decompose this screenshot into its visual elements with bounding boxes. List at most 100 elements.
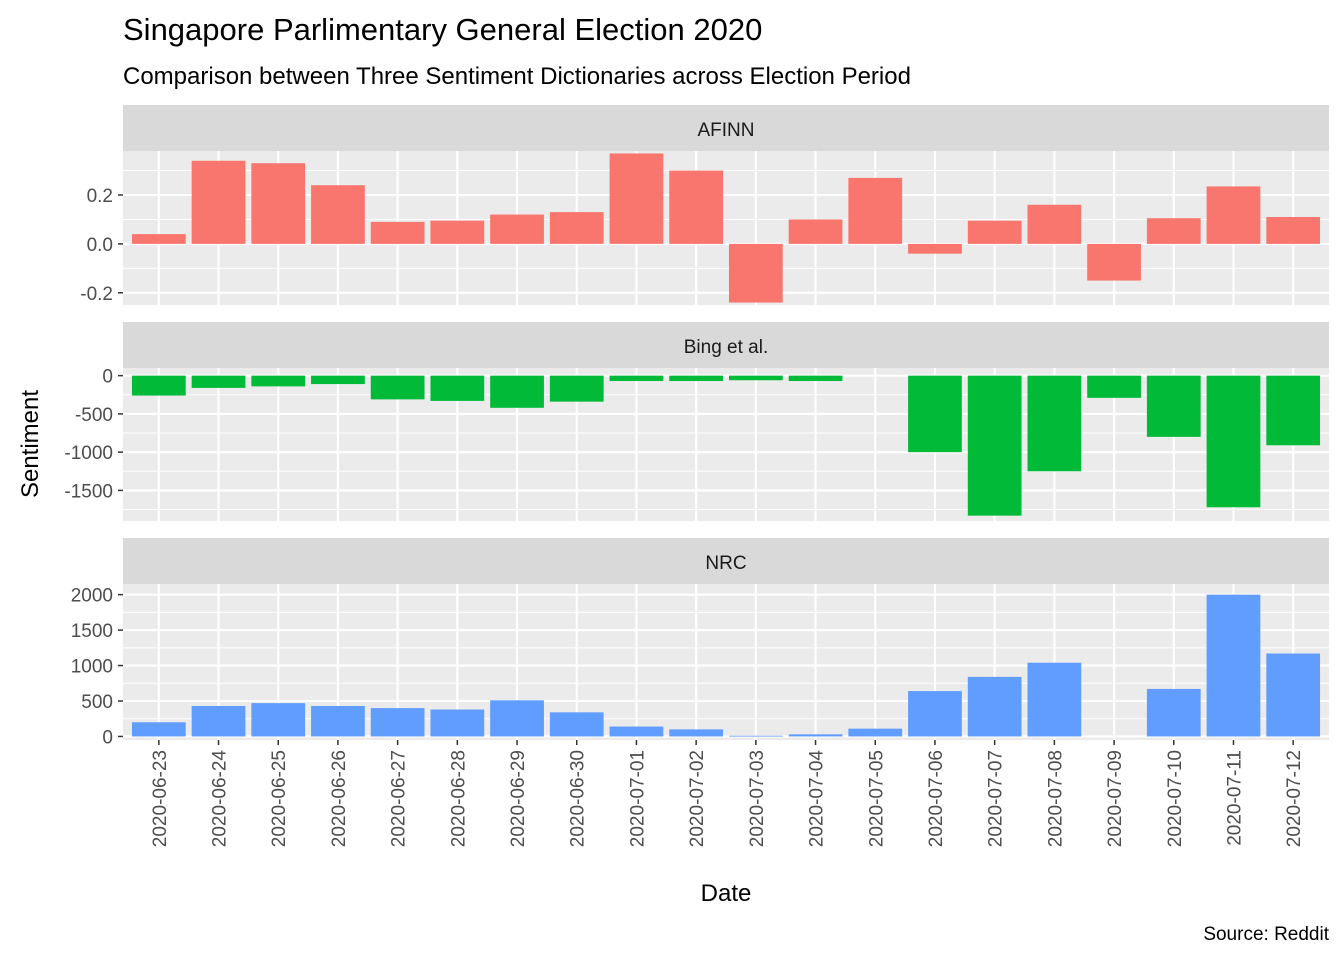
x-tick-label: 2020-07-05 (866, 750, 887, 847)
y-axis-title: Sentiment (17, 390, 44, 498)
x-tick-label: 2020-07-10 (1165, 750, 1186, 847)
y-tick-label: -1000 (64, 443, 113, 464)
facet-strip-label: Bing et al. (684, 337, 769, 358)
bar (251, 703, 306, 737)
bar (1087, 375, 1141, 398)
x-tick-label: 2020-06-25 (269, 750, 290, 847)
bar (669, 375, 724, 382)
x-axis: 2020-06-23 2020-06-24 2020-06-25 2020-06-26… (150, 740, 1305, 847)
bar (788, 375, 843, 382)
bar (908, 375, 962, 453)
y-tick-label: 1000 (71, 657, 113, 678)
bar (311, 375, 365, 385)
facet-panel: AFINN -0.2 0.0 0.2 (80, 105, 1329, 305)
bar (1027, 204, 1082, 244)
x-tick-label: 2020-07-02 (687, 750, 708, 847)
bar (549, 212, 604, 244)
chart-title: Singapore Parlimentary General Election … (123, 12, 762, 47)
bar (490, 214, 544, 244)
bar (1146, 375, 1201, 437)
bar (311, 185, 365, 244)
bar (967, 375, 1022, 516)
bar (430, 220, 485, 244)
bar (908, 691, 962, 737)
x-tick-label: 2020-06-29 (508, 750, 529, 847)
bar (728, 243, 783, 303)
bar (967, 220, 1022, 244)
y-tick-label: 500 (81, 692, 113, 713)
bar (1266, 375, 1321, 446)
bar (430, 375, 485, 401)
bar (370, 221, 425, 244)
bar (788, 219, 843, 244)
bar (370, 708, 425, 737)
bar (1266, 653, 1321, 737)
y-tick-label: -500 (75, 405, 113, 426)
bar (1206, 186, 1261, 244)
x-tick-label: 2020-07-07 (986, 750, 1007, 847)
y-tick-label: 0 (102, 367, 113, 388)
x-tick-label: 2020-07-11 (1224, 750, 1245, 846)
bar (251, 163, 306, 244)
bar (549, 375, 604, 402)
bar (191, 160, 246, 244)
x-tick-label: 2020-06-27 (389, 750, 410, 847)
bar (370, 375, 425, 400)
bar (490, 700, 544, 737)
bar (430, 709, 485, 737)
facet-panel: Bing et al. -1500 -1000 -500 0 (64, 322, 1329, 521)
bar (1027, 375, 1082, 472)
bar (490, 375, 544, 408)
x-tick-label: 2020-06-24 (210, 750, 231, 848)
bar (967, 676, 1022, 737)
bar (1206, 594, 1261, 737)
bar (1146, 218, 1201, 244)
x-tick-label: 2020-06-23 (150, 750, 171, 847)
x-tick-label: 2020-07-04 (807, 750, 828, 848)
x-tick-label: 2020-06-28 (448, 750, 469, 847)
chart-caption: Source: Reddit (1203, 924, 1329, 945)
bar (549, 712, 604, 737)
bar (609, 726, 664, 737)
bar (609, 153, 664, 244)
facet-strip (123, 538, 1329, 584)
y-tick-label: -0.2 (80, 284, 113, 305)
bar (669, 170, 724, 244)
x-axis-title: Date (701, 880, 752, 907)
facets-layer: AFINN -0.2 0.0 0.2 Bing et al. -1500 -1000 -500… (64, 105, 1329, 748)
bar (609, 375, 664, 382)
y-tick-label: -1500 (64, 481, 113, 502)
y-tick-label: 2000 (71, 586, 113, 607)
facet-strip (123, 322, 1329, 368)
y-tick-label: 1500 (71, 621, 113, 642)
x-tick-label: 2020-07-01 (627, 750, 648, 847)
bar (1206, 375, 1261, 508)
bar (311, 705, 365, 737)
bar (728, 735, 783, 737)
facet-strip (123, 105, 1329, 151)
x-tick-label: 2020-07-09 (1105, 750, 1126, 847)
chart-subtitle: Comparison between Three Sentiment Dicti… (123, 63, 911, 90)
x-tick-label: 2020-06-26 (329, 750, 350, 847)
bar (131, 234, 186, 244)
x-tick-label: 2020-07-03 (747, 750, 768, 847)
y-tick-label: 0.0 (87, 235, 113, 256)
bar (728, 375, 783, 381)
y-tick-label: 0.2 (87, 186, 113, 207)
facet-panel: NRC 0 500 1000 1500 2000 (71, 538, 1329, 748)
y-tick-label: 0 (102, 727, 113, 748)
bar (131, 375, 186, 396)
bar (1146, 688, 1201, 737)
bar (191, 375, 246, 388)
bar (848, 177, 903, 244)
bar (191, 705, 246, 737)
bar (1087, 243, 1141, 281)
bar (669, 729, 724, 737)
x-tick-label: 2020-07-12 (1284, 750, 1305, 847)
bar (908, 243, 962, 254)
bar (1027, 662, 1082, 737)
x-tick-label: 2020-07-06 (926, 750, 947, 847)
x-tick-label: 2020-07-08 (1045, 750, 1066, 847)
bar (251, 375, 306, 387)
